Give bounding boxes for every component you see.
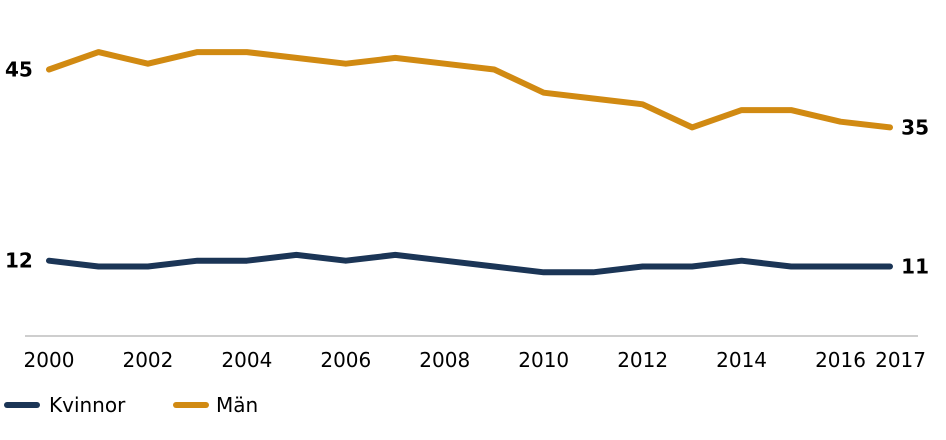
start-value-label: 45: [5, 58, 33, 82]
end-value-label: 11: [901, 254, 929, 278]
x-tick-label: 2000: [24, 348, 75, 372]
x-tick-label: 2002: [122, 348, 173, 372]
x-tick-label: 2016: [815, 348, 866, 372]
series-line-0: [46, 49, 893, 131]
legend: Kvinnor Män: [4, 393, 258, 417]
start-value-label: 12: [5, 249, 33, 273]
x-tick-label: 2010: [518, 348, 569, 372]
series-line-1: [46, 251, 893, 276]
x-tick-label: 2008: [419, 348, 470, 372]
x-tick-labels: 2000 2002 2004 2006 2008 2010 2012 2014 2016 2017: [24, 348, 926, 372]
series-layer: [46, 49, 893, 276]
end-labels: 45 35 12 11: [5, 58, 929, 279]
x-tick-label: 2004: [221, 348, 272, 372]
x-tick-label: 2012: [617, 348, 668, 372]
x-tick-label: 2006: [320, 348, 371, 372]
end-value-label: 35: [901, 115, 929, 139]
x-tick-label: 2014: [716, 348, 767, 372]
legend-label-kvinnor: Kvinnor: [49, 393, 126, 417]
x-tick-label: 2017: [875, 348, 926, 372]
legend-label-m-n: Män: [216, 393, 258, 417]
